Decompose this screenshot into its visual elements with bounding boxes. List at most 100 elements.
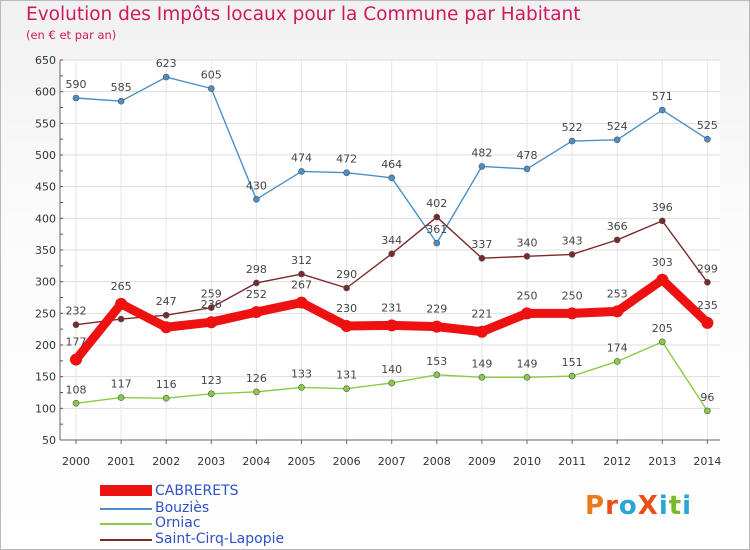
data-label-orniac: 108	[66, 383, 87, 396]
data-point-bouzi-s	[343, 169, 350, 177]
data-point-cabrerets	[521, 307, 533, 320]
y-tick-label: 200	[35, 339, 56, 352]
data-point-cabrerets	[295, 296, 308, 309]
data-point-saint-cirq-lapopie	[117, 315, 125, 323]
data-point-bouzi-s	[658, 106, 666, 114]
data-point-saint-cirq-lapopie	[343, 284, 350, 292]
data-point-cabrerets	[250, 306, 263, 319]
data-label-bouzi-s: 590	[66, 78, 87, 91]
legend-swatch	[100, 523, 152, 525]
logo-letter: r	[605, 491, 619, 521]
y-tick-label: 400	[35, 212, 56, 225]
data-point-saint-cirq-lapopie	[523, 253, 531, 260]
data-label-orniac: 151	[562, 356, 583, 369]
x-tick-label: 2003	[197, 455, 225, 468]
x-tick-label: 2007	[378, 455, 406, 468]
chart-subtitle: (en € et par an)	[26, 28, 117, 42]
data-label-cabrerets: 303	[652, 256, 673, 269]
data-point-bouzi-s	[478, 163, 486, 170]
x-tick-label: 2001	[107, 455, 135, 468]
data-point-saint-cirq-lapopie	[613, 236, 621, 244]
data-label-cabrerets: 267	[291, 279, 312, 292]
data-point-cabrerets	[611, 305, 624, 318]
data-label-bouzi-s: 585	[111, 81, 132, 94]
logo-letter: X	[637, 491, 659, 521]
y-tick-label: 150	[35, 371, 56, 384]
data-point-orniac	[253, 388, 260, 396]
data-point-orniac	[658, 338, 666, 346]
legend-swatch	[100, 539, 152, 541]
x-tick-label: 2012	[603, 455, 631, 468]
data-label-orniac: 96	[700, 391, 714, 404]
data-label-cabrerets: 229	[426, 303, 447, 316]
data-point-cabrerets	[430, 320, 443, 333]
logo-letter: t	[668, 491, 683, 521]
data-label-orniac: 140	[381, 363, 402, 376]
x-tick-label: 2013	[648, 455, 676, 468]
data-point-orniac	[208, 390, 215, 398]
data-label-bouzi-s: 571	[652, 90, 673, 103]
data-label-bouzi-s: 522	[562, 121, 583, 134]
data-label-saint-cirq-lapopie: 312	[291, 254, 312, 267]
data-label-bouzi-s: 472	[336, 153, 357, 166]
data-point-cabrerets	[340, 320, 353, 332]
y-tick-label: 350	[35, 244, 56, 257]
y-tick-label: 100	[35, 402, 56, 415]
data-label-cabrerets: 236	[201, 298, 222, 311]
data-point-bouzi-s	[613, 136, 621, 144]
data-label-cabrerets: 230	[336, 302, 357, 315]
y-tick-label: 250	[35, 307, 56, 320]
data-label-cabrerets: 250	[562, 289, 583, 302]
data-label-saint-cirq-lapopie: 247	[156, 295, 177, 308]
data-point-saint-cirq-lapopie	[478, 254, 486, 262]
data-point-saint-cirq-lapopie	[704, 278, 711, 286]
data-label-saint-cirq-lapopie: 337	[471, 238, 492, 251]
data-label-orniac: 153	[426, 355, 447, 368]
x-tick-label: 2010	[513, 455, 541, 468]
data-point-bouzi-s	[433, 239, 441, 247]
data-point-bouzi-s	[568, 137, 576, 145]
legend-label: Bouziès	[155, 500, 210, 516]
data-point-saint-cirq-lapopie	[208, 304, 215, 311]
data-label-cabrerets: 265	[111, 280, 132, 293]
y-tick-label: 300	[35, 276, 56, 289]
data-point-cabrerets	[385, 319, 398, 332]
data-point-bouzi-s	[162, 73, 170, 81]
data-point-orniac	[343, 385, 350, 393]
data-point-bouzi-s	[72, 94, 80, 102]
y-tick-label: 650	[35, 54, 56, 67]
data-label-saint-cirq-lapopie: 344	[381, 234, 402, 247]
data-label-bouzi-s: 474	[291, 151, 312, 164]
data-label-orniac: 117	[111, 378, 132, 391]
data-point-bouzi-s	[704, 135, 711, 143]
data-label-saint-cirq-lapopie: 343	[562, 234, 583, 247]
data-label-bouzi-s: 482	[471, 146, 492, 159]
data-point-saint-cirq-lapopie	[568, 251, 576, 258]
data-label-bouzi-s: 605	[201, 69, 222, 82]
y-tick-label: 450	[35, 181, 56, 194]
data-point-bouzi-s	[208, 85, 215, 92]
data-point-orniac	[523, 373, 531, 381]
data-point-orniac	[568, 372, 576, 380]
data-label-cabrerets: 250	[517, 289, 538, 302]
x-tick-label: 2008	[423, 455, 451, 468]
data-point-bouzi-s	[253, 196, 260, 203]
y-tick-label: 500	[35, 149, 56, 162]
data-point-cabrerets	[205, 316, 218, 329]
data-label-orniac: 149	[471, 357, 492, 370]
data-label-saint-cirq-lapopie: 396	[652, 201, 673, 214]
data-point-bouzi-s	[523, 165, 531, 173]
data-label-orniac: 116	[156, 378, 177, 391]
data-label-cabrerets: 252	[246, 288, 267, 301]
data-label-orniac: 133	[291, 367, 312, 380]
data-label-orniac: 149	[517, 357, 538, 370]
data-label-saint-cirq-lapopie: 259	[201, 288, 222, 301]
data-point-saint-cirq-lapopie	[253, 279, 260, 287]
logo-letter: P	[585, 491, 606, 521]
logo-letter: i	[682, 491, 693, 521]
data-label-saint-cirq-lapopie: 366	[607, 220, 628, 233]
data-point-saint-cirq-lapopie	[433, 213, 441, 221]
data-point-orniac	[704, 407, 711, 415]
y-tick-label: 600	[35, 86, 56, 99]
